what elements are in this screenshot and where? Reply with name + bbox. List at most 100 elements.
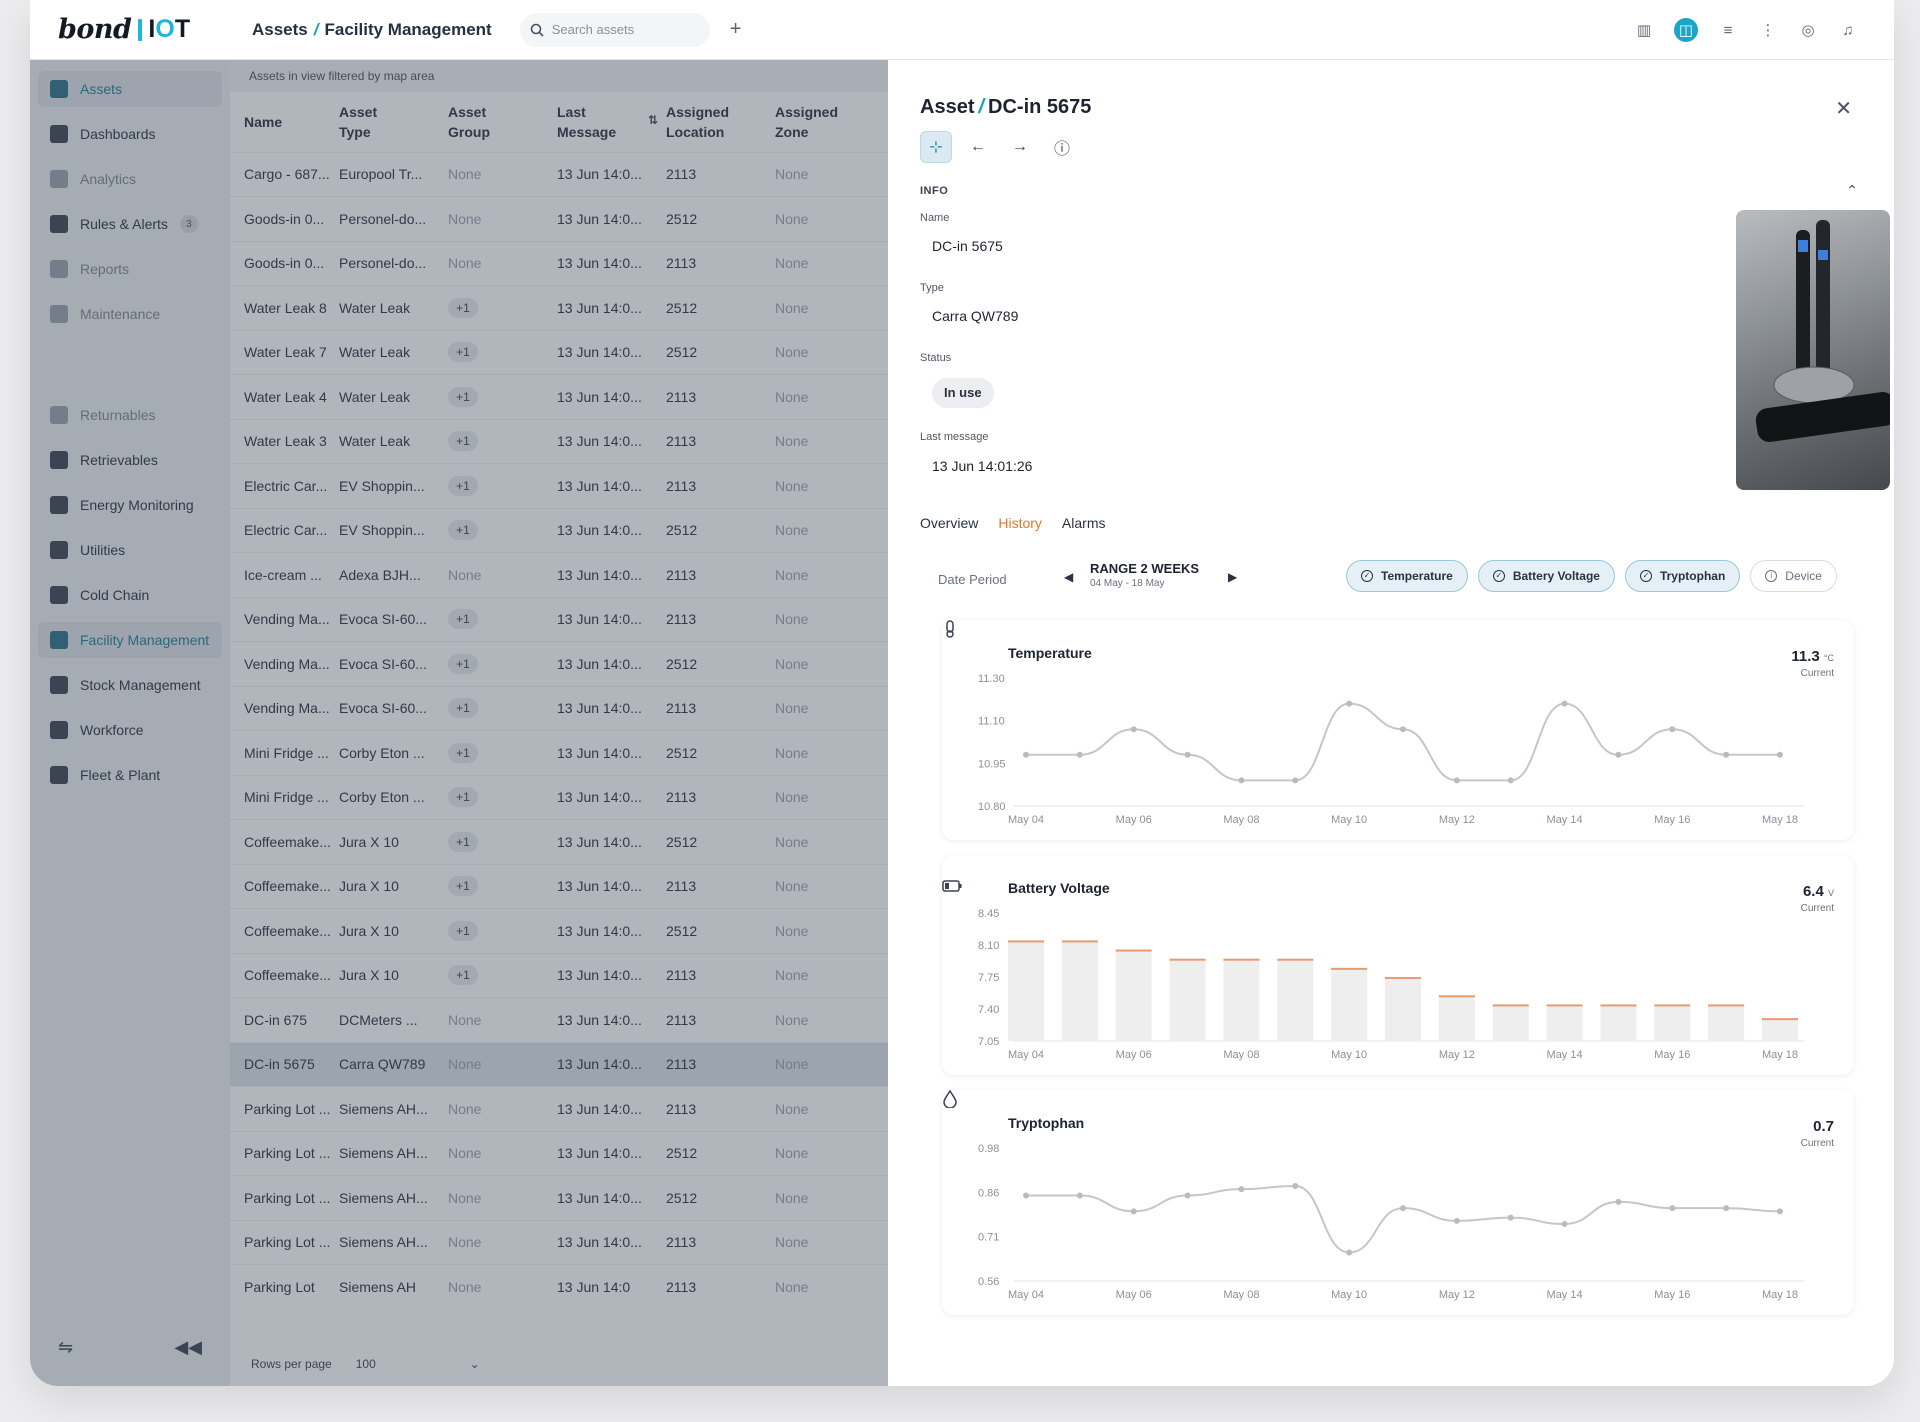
data-point[interactable] xyxy=(1184,751,1191,758)
sidebar-item-reports[interactable]: Reports xyxy=(38,251,222,287)
account-icon[interactable]: ◎ xyxy=(1801,22,1815,39)
brand-logo[interactable]: bond IOT xyxy=(30,14,230,45)
sidebar-item-utilities[interactable]: Utilities xyxy=(38,532,222,568)
sidebar-item-retrievables[interactable]: Retrievables xyxy=(38,442,222,478)
map-view-icon[interactable]: ▥ xyxy=(1636,22,1652,39)
arrow-right-icon[interactable]: → xyxy=(1012,138,1028,155)
sidebar-item-analytics[interactable]: Analytics xyxy=(38,161,222,197)
bar[interactable] xyxy=(1438,995,1475,1041)
chip-battery-voltage[interactable]: ✓ Battery Voltage xyxy=(1477,560,1615,592)
column-header[interactable]: Asset Type xyxy=(339,103,378,140)
bar[interactable] xyxy=(1762,1018,1798,1041)
settings-sliders-icon[interactable]: ⇋ xyxy=(58,1337,74,1357)
table-row[interactable]: Water Leak 4 Water Leak +1 13 Jun 14:0... 21… xyxy=(230,374,888,419)
table-row[interactable]: Water Leak 3 Water Leak +1 13 Jun 14:0... 21… xyxy=(230,418,888,464)
chevron-up-icon[interactable]: ⌃ xyxy=(1846,182,1858,198)
bar[interactable] xyxy=(1008,940,1044,1041)
data-point[interactable] xyxy=(1723,751,1730,758)
data-point[interactable] xyxy=(1615,1198,1622,1205)
data-point[interactable] xyxy=(1669,1205,1676,1212)
table-row[interactable]: Ice-cream ... Adexa BJH... None 13 Jun 14:0… xyxy=(230,552,888,597)
search-input[interactable] xyxy=(551,22,702,37)
table-row[interactable]: Parking Lot ... Siemens AH... None 13 Jun 1… xyxy=(230,1086,888,1131)
close-icon[interactable]: ✕ xyxy=(1835,98,1852,120)
sidebar-item-maintenance[interactable]: Maintenance xyxy=(38,296,222,332)
data-point[interactable] xyxy=(1561,700,1568,707)
data-point[interactable] xyxy=(1130,1208,1137,1215)
split-view-icon[interactable]: ◫ xyxy=(1674,18,1698,42)
bar[interactable] xyxy=(1708,1004,1745,1041)
collapse-sidebar-icon[interactable]: ◀◀ xyxy=(174,1337,202,1357)
data-point[interactable] xyxy=(1453,1217,1460,1224)
data-point[interactable] xyxy=(1453,777,1460,784)
data-point[interactable] xyxy=(1561,1221,1568,1227)
data-point[interactable] xyxy=(1507,777,1514,784)
sidebar-item-rules-alerts[interactable]: Rules & Alerts 3 xyxy=(38,206,222,242)
more-vertical-icon[interactable]: ⋮ xyxy=(1760,22,1776,39)
range-previous-button[interactable]: ◀ xyxy=(1064,570,1074,584)
sidebar-item-stock-management[interactable]: Stock Management xyxy=(38,667,222,703)
rows-per-page-select[interactable]: 100 ⌄ xyxy=(356,1357,480,1371)
data-point[interactable] xyxy=(1292,1183,1299,1189)
table-row[interactable]: Coffeemake... Jura X 10 +1 13 Jun 14:0... 25… xyxy=(230,908,888,953)
tab-history[interactable]: History xyxy=(998,515,1042,531)
chip-tryptophan[interactable]: ✓ Tryptophan xyxy=(1624,560,1741,592)
range-next-button[interactable]: ▶ xyxy=(1228,570,1238,584)
table-row[interactable]: Coffeemake... Jura X 10 +1 13 Jun 14:0... 21… xyxy=(230,863,888,909)
locate-icon[interactable]: ⊹ xyxy=(920,131,952,163)
bar[interactable] xyxy=(1277,958,1314,1041)
sidebar-item-facility-management[interactable]: Facility Management xyxy=(38,622,222,658)
data-point[interactable] xyxy=(1346,700,1353,707)
bar[interactable] xyxy=(1654,1004,1691,1041)
bar[interactable] xyxy=(1061,940,1098,1041)
bar[interactable] xyxy=(1223,958,1260,1041)
data-point[interactable] xyxy=(1507,1214,1514,1221)
column-header[interactable]: Name xyxy=(244,113,283,130)
table-row[interactable]: Parking Lot ... Siemens AH... None 13 Jun 1… xyxy=(230,1219,888,1265)
data-point[interactable] xyxy=(1238,777,1245,784)
bar[interactable] xyxy=(1600,1004,1637,1041)
column-header[interactable]: Assigned Location xyxy=(666,103,730,140)
data-point[interactable] xyxy=(1023,751,1029,758)
bar[interactable] xyxy=(1169,958,1206,1041)
data-point[interactable] xyxy=(1076,1192,1083,1199)
data-point[interactable] xyxy=(1023,1192,1029,1199)
search-box[interactable] xyxy=(519,12,710,47)
notification-bell-icon[interactable]: ♫ xyxy=(1842,21,1854,39)
sort-icon[interactable]: ⇅ xyxy=(647,113,658,127)
table-row[interactable]: Vending Ma... Evoca SI-60... +1 13 Jun 14:0… xyxy=(230,596,888,642)
tab-overview[interactable]: Overview xyxy=(920,515,979,531)
sidebar-item-cold-chain[interactable]: Cold Chain xyxy=(38,577,222,613)
table-row[interactable]: Cargo - 687... Europool Tr... None 13 Jun 1… xyxy=(230,151,888,197)
sidebar-item-assets[interactable]: Assets xyxy=(38,71,222,107)
table-row[interactable]: Coffeemake... Jura X 10 +1 13 Jun 14:0... 25… xyxy=(230,819,888,864)
table-row[interactable]: Goods-in 0... Personel-do... None 13 Jun 14… xyxy=(230,240,888,286)
chip-device[interactable]: i Device xyxy=(1750,560,1837,592)
breadcrumb-root[interactable]: Assets xyxy=(252,19,308,39)
sidebar-item-workforce[interactable]: Workforce xyxy=(38,712,222,748)
table-row[interactable]: Vending Ma... Evoca SI-60... +1 13 Jun 14:0… xyxy=(230,641,888,686)
bar[interactable] xyxy=(1492,1004,1529,1041)
column-header[interactable]: Assigned Zone xyxy=(775,103,839,140)
data-point[interactable] xyxy=(1400,1205,1406,1212)
tab-alarms[interactable]: Alarms xyxy=(1061,515,1106,531)
add-asset-button[interactable]: + xyxy=(729,18,742,40)
data-point[interactable] xyxy=(1346,1249,1353,1256)
sidebar-item-energy-monitoring[interactable]: Energy Monitoring xyxy=(38,487,222,523)
table-row[interactable]: Mini Fridge ... Corby Eton ... +1 13 Jun 14… xyxy=(230,774,888,820)
sidebar-item-dashboards[interactable]: Dashboards xyxy=(38,116,222,152)
table-row[interactable]: Water Leak 8 Water Leak +1 13 Jun 14:0... 25… xyxy=(230,285,888,330)
table-row[interactable]: Coffeemake... Jura X 10 +1 13 Jun 14:0... 21… xyxy=(230,952,888,998)
list-view-icon[interactable]: ≡ xyxy=(1723,21,1733,39)
data-point[interactable] xyxy=(1184,1192,1191,1199)
data-point[interactable] xyxy=(1777,1208,1783,1215)
bar[interactable] xyxy=(1546,1004,1583,1041)
table-row[interactable]: Parking Lot ... Siemens AH... None 13 Jun 1… xyxy=(230,1175,888,1220)
info-icon[interactable]: ⓘ xyxy=(1053,141,1070,158)
sidebar-item-fleet-plant[interactable]: Fleet & Plant xyxy=(38,757,222,793)
data-point[interactable] xyxy=(1723,1205,1730,1212)
sidebar-item-returnables[interactable]: Returnables xyxy=(38,397,222,433)
arrow-left-icon[interactable]: ← xyxy=(970,138,986,155)
data-point[interactable] xyxy=(1400,726,1406,733)
table-row[interactable]: Parking Lot Siemens AH None 13 Jun 14:0 2113… xyxy=(230,1264,888,1309)
